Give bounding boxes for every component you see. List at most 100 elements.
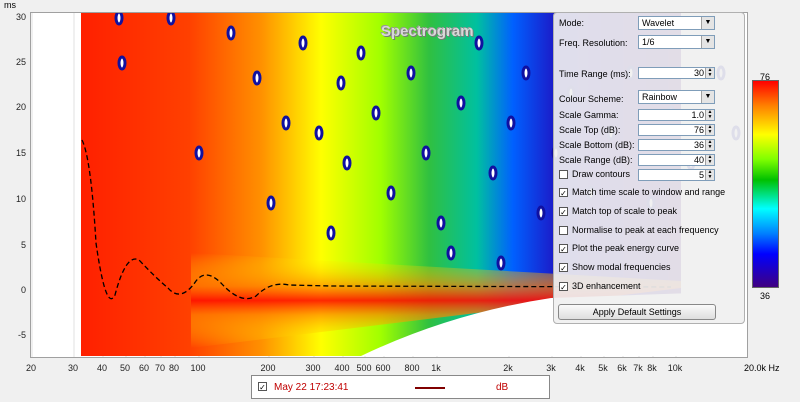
checkbox-icon[interactable]: ✓ [559,207,568,218]
spin-arrows-icon[interactable]: ▲ ▼ [705,155,714,165]
modal-spot [281,115,291,131]
option-label: Plot the peak energy curve [572,243,680,253]
time-range-label: Time Range (ms): [559,69,631,79]
x-tick-label: 20 [25,363,37,373]
mode-select[interactable]: Wavelet ▼ [638,16,715,30]
x-tick-label: 80 [168,363,180,373]
modal-spot [436,215,446,231]
scale-top-input[interactable]: 76 ▲ ▼ [638,124,715,136]
scale-bottom-value: 36 [760,291,771,301]
option-checkbox[interactable]: ✓ Plot the peak energy curve [559,243,679,255]
modal-spot [226,25,236,41]
x-tick-label: 40 [96,363,108,373]
spin-arrows-icon[interactable]: ▲ ▼ [705,68,714,78]
x-tick-label: 500 [356,363,372,373]
scale-bottom-input[interactable]: 36 ▲ ▼ [638,139,715,151]
settings-panel: Mode: Wavelet ▼ Freq. Resolution: 1/6 ▼ … [553,12,745,324]
legend-measurement-name: May 22 17:23:41 [274,382,349,393]
spin-arrows-icon[interactable]: ▲ ▼ [705,170,714,180]
modal-spot [298,35,308,51]
spin-arrows-icon[interactable]: ▲ ▼ [705,125,714,135]
checkbox-icon[interactable] [559,170,568,180]
chevron-down-icon: ▼ [701,36,714,48]
checkbox-icon[interactable]: ✓ [559,263,568,274]
chevron-down-icon: ▼ [701,17,714,29]
modal-spot [506,115,516,131]
chevron-down-icon: ▼ [701,91,714,103]
x-tick-label: 70 [154,363,166,373]
x-tick-label: 1k [431,363,441,373]
colour-scheme-select[interactable]: Rainbow ▼ [638,90,715,104]
modal-spot [166,13,176,26]
modal-spot [266,195,276,211]
y-axis-unit: ms [4,0,16,10]
option-checkbox[interactable]: ✓ Match top of scale to peak [559,206,677,218]
x-tick-label: 100 [190,363,206,373]
checkbox-icon[interactable]: ✓ [559,188,568,199]
x-tick-label: 3k [546,363,556,373]
checkbox-icon[interactable] [559,226,568,236]
y-tick-label: 30 [15,12,26,22]
option-label: Normalise to peak at each frequency [572,225,719,235]
x-tick-label: 300 [305,363,321,373]
modal-spot [371,105,381,121]
x-tick-label: 7k [633,363,643,373]
x-tick-label: 600 [375,363,391,373]
option-checkbox[interactable]: ✓ 3D enhancement [559,281,641,293]
x-tick-label: 5k [598,363,608,373]
option-label: Show modal frequencies [572,262,671,272]
modal-spot [386,185,396,201]
option-checkbox[interactable]: Normalise to peak at each frequency [559,225,719,237]
scale-top-label: Scale Top (dB): [559,125,621,135]
freq-resolution-select[interactable]: 1/6 ▼ [638,35,715,49]
apply-default-settings-button[interactable]: Apply Default Settings [558,304,716,320]
x-tick-label: 200 [260,363,276,373]
spin-arrows-icon[interactable]: ▲ ▼ [705,140,714,150]
modal-spot [314,125,324,141]
peak-energy-curve [81,139,672,300]
y-tick-label: -5 [17,330,26,340]
legend-checkbox[interactable]: ✓ [258,382,267,392]
modal-spot [252,70,262,86]
y-tick-label: 20 [15,102,26,112]
spin-arrows-icon[interactable]: ▲ ▼ [705,110,714,120]
modal-spot [536,205,546,221]
x-tick-label: 400 [334,363,350,373]
modal-spot [336,75,346,91]
mode-label: Mode: [559,18,585,28]
y-tick-label: 15 [15,148,26,158]
checkbox-icon[interactable]: ✓ [559,282,568,293]
x-tick-label: 4k [575,363,585,373]
draw-contours-input[interactable]: 5 ▲ ▼ [638,169,715,181]
scale-gamma-input[interactable]: 1.0 ▲ ▼ [638,109,715,121]
x-tick-label: 6k [617,363,627,373]
time-range-input[interactable]: 30 ▲ ▼ [638,67,715,79]
x-axis-unit: 20.0k Hz [744,363,780,373]
plot-title: Spectrogram [381,23,474,40]
modal-spot [421,145,431,161]
option-checkbox[interactable]: ✓ Match time scale to window and range [559,187,725,199]
x-tick-label: 60 [138,363,150,373]
legend: ✓ May 22 17:23:41 dB [251,375,550,399]
modal-spot [406,65,416,81]
y-tick-label: 25 [15,57,26,67]
y-tick-label: 0 [20,285,26,295]
modal-spot [117,55,127,71]
x-tick-label: 8k [647,363,657,373]
checkbox-icon[interactable]: ✓ [559,244,568,255]
scale-range-label: Scale Range (dB): [559,155,633,165]
option-label: Match top of scale to peak [572,206,678,216]
modal-spot [488,165,498,181]
y-tick-label: 10 [15,194,26,204]
freq-resolution-label: Freq. Resolution: [559,38,628,48]
x-tick-label: 800 [404,363,420,373]
draw-contours-checkbox[interactable]: Draw contours [559,169,630,181]
modal-spot [356,45,366,61]
option-checkbox[interactable]: ✓ Show modal frequencies [559,262,671,274]
scale-bottom-label: Scale Bottom (dB): [559,140,635,150]
modal-spot [194,145,204,161]
modal-spot [496,255,506,271]
scale-range-input[interactable]: 40 ▲ ▼ [638,154,715,166]
x-tick-label: 50 [119,363,131,373]
x-tick-label: 2k [503,363,513,373]
